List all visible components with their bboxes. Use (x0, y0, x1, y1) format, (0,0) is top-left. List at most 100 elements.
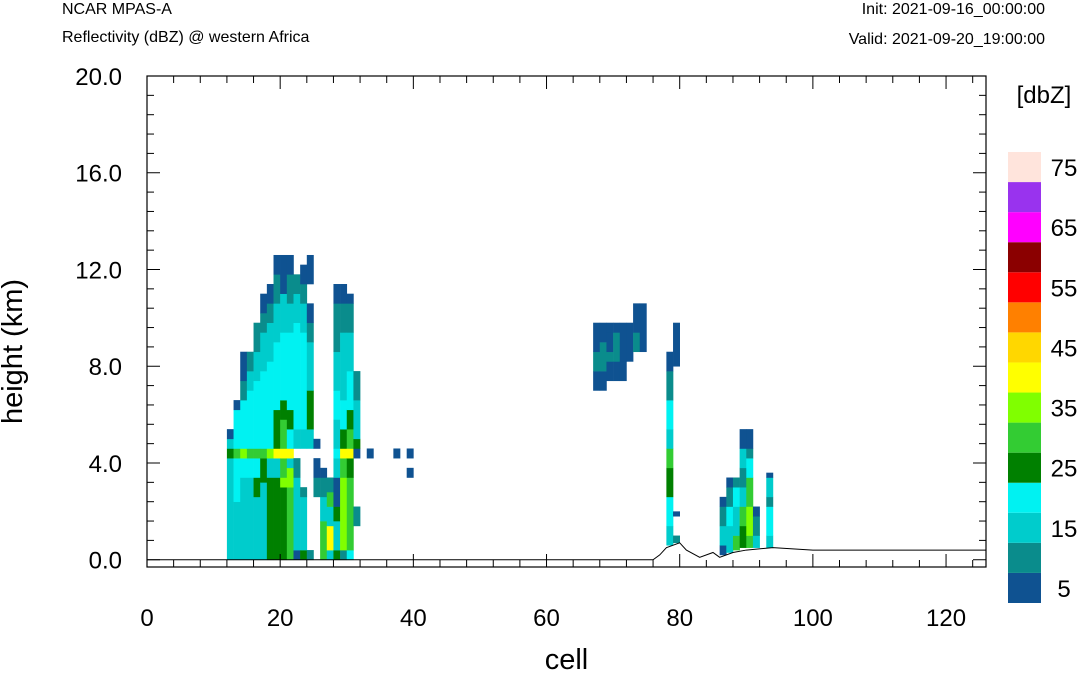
reflectivity-cell (346, 332, 354, 372)
reflectivity-cell (313, 438, 321, 449)
reflectivity-cell (340, 284, 348, 304)
reflectivity-cell (719, 496, 727, 507)
reflectivity-cell (346, 477, 354, 551)
reflectivity-cell (226, 448, 234, 459)
reflectivity-cell (233, 458, 241, 502)
x-tick-label: 20 (267, 605, 294, 632)
reflectivity-cell (752, 506, 760, 517)
reflectivity-cell (306, 322, 314, 343)
reflectivity-cell (280, 458, 288, 478)
reflectivity-cell (333, 550, 341, 561)
reflectivity-cell (726, 506, 734, 527)
reflectivity-cell (766, 496, 774, 507)
init-time: Init: 2021-09-16_00:00:00 (861, 1, 1045, 18)
reflectivity-cell (746, 458, 754, 478)
reflectivity-cell (739, 448, 747, 469)
reflectivity-cell (266, 322, 274, 362)
reflectivity-cell (226, 438, 234, 449)
reflectivity-cell (746, 429, 754, 449)
reflectivity-cell (599, 342, 607, 372)
reflectivity-cell (320, 521, 328, 561)
x-tick-label: 120 (926, 605, 966, 632)
reflectivity-cell (253, 477, 261, 498)
reflectivity-cell (320, 477, 328, 498)
colorbar-labels: 5 15 25 35 45 55 65 75 (1051, 155, 1078, 603)
reflectivity-cell (619, 361, 627, 382)
reflectivity-cell (233, 400, 241, 411)
reflectivity-cell (300, 303, 308, 333)
reflectivity-cell (286, 409, 294, 430)
y-axis-label: height (km) (0, 279, 29, 424)
reflectivity-cell (673, 322, 680, 367)
reflectivity-cell (246, 390, 254, 449)
colorbar-tick-label: 65 (1051, 215, 1078, 242)
reflectivity-cell (719, 545, 727, 556)
reflectivity-cell (306, 303, 314, 324)
reflectivity-cell (246, 351, 254, 372)
reflectivity-cell (273, 254, 281, 275)
colorbar-tick-label: 15 (1051, 516, 1078, 543)
reflectivity-cell (726, 525, 734, 553)
reflectivity-cell (346, 448, 354, 459)
reflectivity-cell (293, 550, 301, 561)
reflectivity-cell (333, 419, 341, 449)
colorbar-swatch (1008, 272, 1041, 303)
reflectivity-cell (273, 274, 281, 304)
reflectivity-cell (313, 477, 321, 498)
reflectivity-cell (300, 429, 308, 449)
reflectivity-cell (286, 458, 294, 469)
reflectivity-cell (300, 332, 308, 430)
colorbar-tick-label: 55 (1051, 275, 1078, 302)
reflectivity-cell (333, 284, 341, 304)
reflectivity-cell (340, 458, 348, 478)
reflectivity-cell (253, 458, 261, 478)
colorbar-tick-label: 75 (1051, 155, 1078, 182)
reflectivity-cell (739, 506, 747, 527)
colorbar-swatch (1008, 362, 1041, 393)
colorbar-tick-label: 45 (1051, 335, 1078, 362)
reflectivity-cell (266, 458, 274, 478)
y-tick-label: 12.0 (75, 257, 122, 284)
x-tick-label: 40 (400, 605, 427, 632)
reflectivity-cell (599, 371, 607, 391)
reflectivity-cell (766, 477, 774, 498)
colorbar-swatch (1008, 392, 1041, 423)
reflectivity-cell (732, 506, 740, 536)
reflectivity-cell (253, 351, 261, 382)
reflectivity-cell (273, 342, 281, 411)
reflectivity-cell (266, 284, 274, 304)
colorbar-unit-label: [dbZ] (1017, 82, 1072, 109)
reflectivity-cell (673, 535, 680, 544)
colorbar-tick-label: 35 (1051, 396, 1078, 423)
reflectivity-cell (266, 361, 274, 449)
reflectivity-cell (599, 322, 607, 343)
reflectivity-cell (306, 550, 314, 561)
reflectivity-cell (300, 487, 308, 498)
reflectivity-cell (286, 274, 294, 304)
reflectivity-cell (333, 477, 341, 507)
reflectivity-cell (340, 303, 348, 333)
y-tick-label: 16.0 (75, 161, 122, 188)
reflectivity-cell (353, 506, 361, 527)
colorbar-swatch (1008, 212, 1041, 243)
colorbar-swatch (1008, 542, 1041, 573)
reflectivity-cell (286, 303, 294, 333)
x-axis-label: cell (545, 644, 589, 676)
y-tick-label: 4.0 (89, 451, 122, 478)
reflectivity-cell (353, 371, 361, 401)
plot-title: Reflectivity (dBZ) @ western Africa (62, 29, 310, 46)
reflectivity-cell (286, 467, 294, 488)
reflectivity-cell (280, 477, 288, 488)
reflectivity-cell (233, 409, 241, 449)
reflectivity-cell (253, 380, 261, 449)
reflectivity-cell (732, 477, 740, 488)
reflectivity-cell (340, 448, 348, 459)
reflectivity-cell (300, 496, 308, 551)
terrain-profile (147, 542, 986, 561)
terrain-line (147, 542, 986, 561)
reflectivity-cell (260, 313, 268, 333)
reflectivity-cell (732, 535, 740, 551)
reflectivity-cell (393, 448, 401, 459)
reflectivity-cell (752, 516, 760, 536)
